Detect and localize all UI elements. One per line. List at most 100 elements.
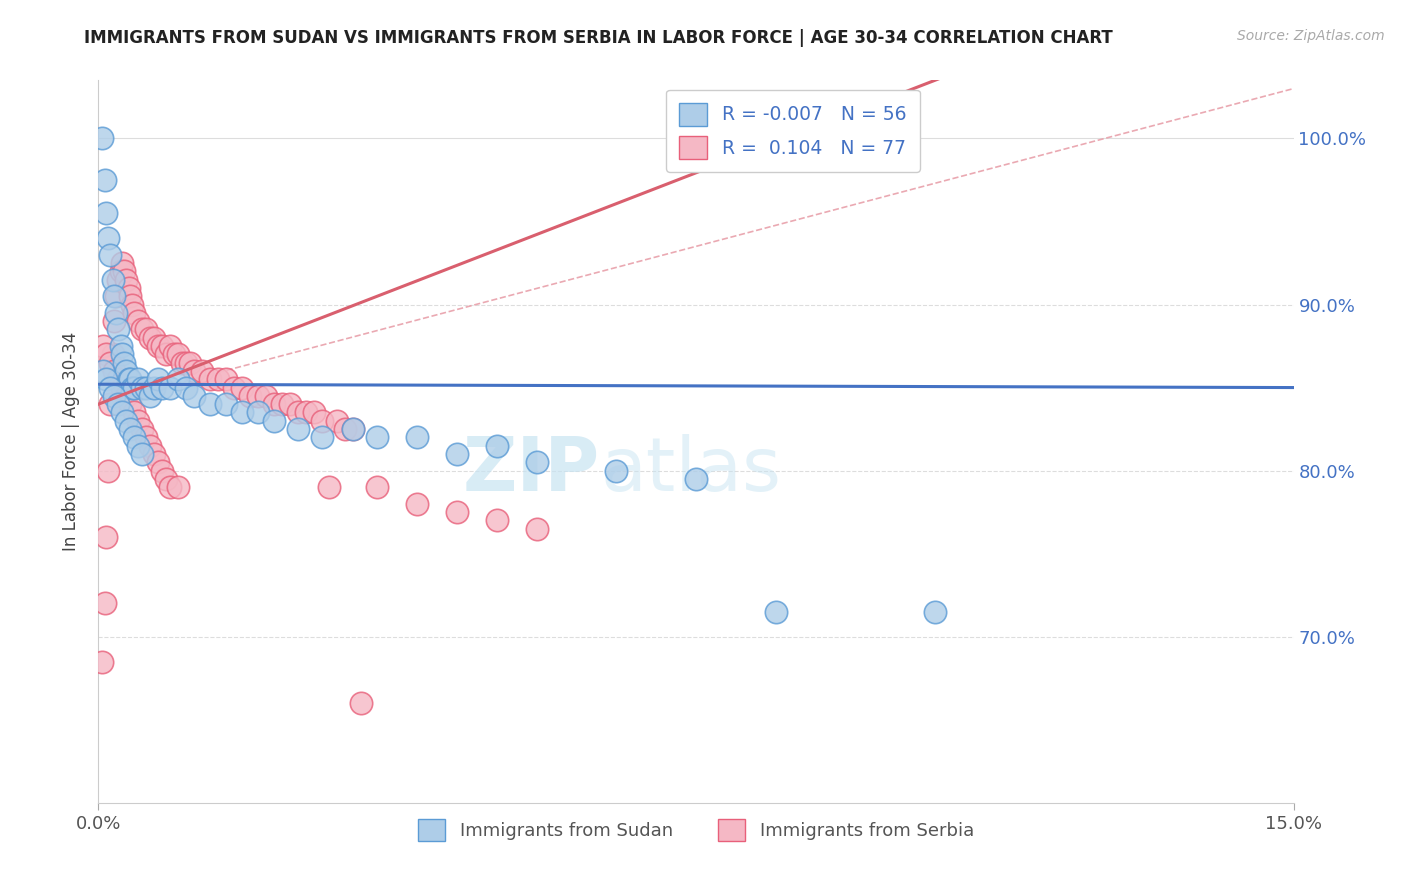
Point — [446, 505, 468, 519]
Point — [127, 372, 149, 386]
Point — [150, 464, 173, 478]
Point — [163, 347, 186, 361]
Point — [167, 480, 190, 494]
Point — [135, 322, 157, 336]
Point — [287, 422, 309, 436]
Point — [207, 372, 229, 386]
Point — [215, 397, 238, 411]
Point — [183, 364, 205, 378]
Point — [159, 380, 181, 394]
Point — [118, 281, 141, 295]
Point — [198, 372, 221, 386]
Point — [97, 464, 120, 478]
Point — [366, 480, 388, 494]
Point — [294, 405, 316, 419]
Point — [98, 397, 122, 411]
Point — [183, 389, 205, 403]
Point — [231, 380, 253, 394]
Point — [191, 364, 214, 378]
Point — [263, 397, 285, 411]
Point — [526, 522, 548, 536]
Point — [120, 289, 142, 303]
Point — [159, 480, 181, 494]
Point — [131, 380, 153, 394]
Point — [135, 430, 157, 444]
Point — [96, 347, 118, 361]
Point — [179, 356, 201, 370]
Point — [96, 372, 118, 386]
Point — [148, 455, 170, 469]
Point — [111, 405, 134, 419]
Point — [254, 389, 277, 403]
Point — [139, 389, 162, 403]
Point — [107, 372, 129, 386]
Point — [155, 347, 177, 361]
Point — [115, 272, 138, 286]
Point — [131, 447, 153, 461]
Point — [318, 480, 340, 494]
Point — [112, 264, 135, 278]
Point — [155, 472, 177, 486]
Point — [103, 389, 125, 403]
Point — [326, 414, 349, 428]
Point — [101, 347, 124, 361]
Point — [111, 380, 134, 394]
Point — [150, 380, 173, 394]
Point — [765, 605, 787, 619]
Point — [278, 397, 301, 411]
Point — [131, 422, 153, 436]
Text: atlas: atlas — [600, 434, 782, 507]
Point — [924, 605, 946, 619]
Point — [91, 364, 114, 378]
Point — [239, 389, 262, 403]
Point — [110, 264, 132, 278]
Point — [131, 322, 153, 336]
Point — [94, 173, 117, 187]
Point — [103, 364, 125, 378]
Point — [98, 356, 122, 370]
Point — [148, 372, 170, 386]
Point — [91, 339, 114, 353]
Point — [139, 331, 162, 345]
Point — [115, 414, 138, 428]
Point — [120, 372, 142, 386]
Point — [124, 380, 146, 394]
Point — [143, 380, 166, 394]
Point — [112, 356, 135, 370]
Point — [121, 297, 143, 311]
Point — [120, 422, 142, 436]
Point — [103, 314, 125, 328]
Text: ZIP: ZIP — [463, 434, 600, 507]
Point — [115, 364, 138, 378]
Point — [174, 380, 197, 394]
Point — [231, 405, 253, 419]
Point — [287, 405, 309, 419]
Point — [198, 397, 221, 411]
Point — [335, 422, 357, 436]
Point — [167, 347, 190, 361]
Point — [110, 339, 132, 353]
Point — [366, 430, 388, 444]
Point — [526, 455, 548, 469]
Point — [107, 322, 129, 336]
Point — [124, 430, 146, 444]
Text: Source: ZipAtlas.com: Source: ZipAtlas.com — [1237, 29, 1385, 43]
Point — [406, 430, 429, 444]
Point — [342, 422, 364, 436]
Point — [98, 248, 122, 262]
Point — [135, 380, 157, 394]
Point — [111, 256, 134, 270]
Point — [115, 389, 138, 403]
Point — [263, 414, 285, 428]
Point — [446, 447, 468, 461]
Point — [172, 356, 194, 370]
Point — [101, 272, 124, 286]
Point — [98, 380, 122, 394]
Point — [148, 339, 170, 353]
Point — [104, 306, 127, 320]
Point — [143, 447, 166, 461]
Point — [215, 372, 238, 386]
Point — [124, 405, 146, 419]
Point — [107, 397, 129, 411]
Point — [406, 497, 429, 511]
